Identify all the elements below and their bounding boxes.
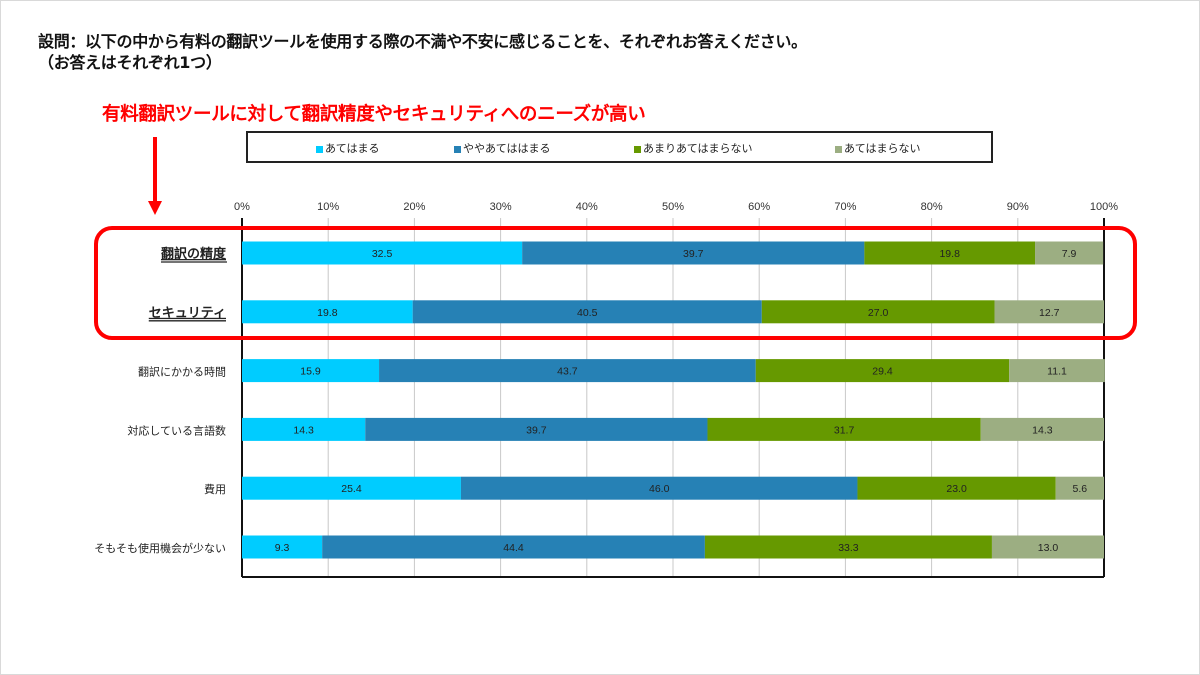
data-label: 13.0 <box>1038 542 1059 554</box>
x-tick-label: 40% <box>576 201 598 213</box>
x-tick-label: 30% <box>490 201 512 213</box>
data-label: 23.0 <box>946 483 967 495</box>
data-label: 11.1 <box>1047 366 1067 378</box>
data-label: 25.4 <box>341 483 362 495</box>
data-label: 9.3 <box>275 542 290 554</box>
bar-segment <box>1055 476 1104 500</box>
bar-segment <box>707 417 981 441</box>
data-label: 29.4 <box>872 366 893 378</box>
bar-segment <box>704 535 992 559</box>
legend-item-series-2: あまりあてはまらない <box>634 140 753 156</box>
x-tick-label: 0% <box>234 201 250 213</box>
x-tick-label: 90% <box>1007 201 1029 213</box>
bar-segment <box>991 535 1104 559</box>
data-label: 40.5 <box>577 307 598 319</box>
x-tick-label: 60% <box>748 201 770 213</box>
bar-segment <box>412 300 762 324</box>
data-label: 46.0 <box>649 483 670 495</box>
bar-segment <box>242 535 323 559</box>
bar-segment <box>1009 359 1105 383</box>
legend-label-2: あまりあてはまらない <box>643 142 753 155</box>
data-label: 32.5 <box>372 248 393 260</box>
legend-item-series-0: あてはまる <box>316 140 380 156</box>
x-tick-label: 100% <box>1090 201 1118 213</box>
data-label: 39.7 <box>683 248 704 260</box>
data-label: 12.7 <box>1039 307 1060 319</box>
bar-segment <box>994 300 1104 324</box>
data-label: 19.8 <box>939 248 960 260</box>
legend-swatch-0 <box>316 146 323 153</box>
bar-segment <box>857 476 1056 500</box>
x-tick-label: 20% <box>403 201 425 213</box>
data-label: 44.4 <box>503 542 524 554</box>
legend-label-0: あてはまる <box>325 142 380 155</box>
category-label: 費用 <box>204 482 226 496</box>
bar-segment <box>980 417 1104 441</box>
legend-swatch-1 <box>454 146 461 153</box>
question-line-2: （お答えはそれぞれ1つ） <box>38 53 222 72</box>
data-label: 5.6 <box>1073 483 1088 495</box>
data-label: 7.9 <box>1062 248 1077 260</box>
bar-segment <box>242 476 461 500</box>
x-tick-label: 80% <box>921 201 943 213</box>
bar-segment <box>242 300 413 324</box>
legend-swatch-2 <box>634 146 641 153</box>
data-label: 27.0 <box>868 307 889 319</box>
down-arrow-icon <box>148 137 162 215</box>
category-label: 対応している言語数 <box>127 423 226 437</box>
data-label: 14.3 <box>1032 424 1053 436</box>
question-text: 設問：以下の中から有料の翻訳ツールを使用する際の不満や不安に感じることを、それぞ… <box>38 31 807 73</box>
question-line-1: 設問：以下の中から有料の翻訳ツールを使用する際の不満や不安に感じることを、それぞ… <box>38 32 807 51</box>
bar-segment <box>242 359 380 383</box>
bar-segment <box>1035 241 1104 265</box>
legend-item-series-1: ややあてははまる <box>454 140 551 156</box>
data-label: 43.7 <box>557 366 578 378</box>
data-label: 14.3 <box>293 424 314 436</box>
bar-segment <box>755 359 1010 383</box>
bar-segment <box>242 241 523 265</box>
headline-callout: 有料翻訳ツールに対して翻訳精度やセキュリティへのニーズが高い <box>102 104 646 125</box>
x-tick-label: 70% <box>834 201 856 213</box>
bar-segment <box>761 300 995 324</box>
data-label: 15.9 <box>300 366 321 378</box>
category-label: セキュリティ <box>149 306 226 321</box>
category-label: 翻訳の精度 <box>161 246 227 262</box>
legend-label-3: あてはまらない <box>844 142 921 155</box>
data-label: 31.7 <box>834 424 855 436</box>
data-label: 19.8 <box>317 307 338 319</box>
bar-segment <box>365 417 708 441</box>
bar-segment <box>522 241 865 265</box>
category-label: そもそも使用機会が少ない <box>94 541 226 555</box>
data-label: 39.7 <box>526 424 547 436</box>
bar-segment <box>460 476 858 500</box>
x-tick-label: 10% <box>317 201 339 213</box>
bar-segment <box>322 535 705 559</box>
category-label: 翻訳にかかる時間 <box>138 365 226 379</box>
bar-segment <box>242 417 366 441</box>
legend-item-series-3: あてはまらない <box>835 140 921 156</box>
x-tick-label: 50% <box>662 201 684 213</box>
bar-segment <box>864 241 1036 265</box>
highlight-box <box>94 226 1137 340</box>
legend-swatch-3 <box>835 146 842 153</box>
chart-legend: あてはまる ややあてははまる あまりあてはまらない あてはまらない <box>246 131 993 163</box>
bar-segment <box>379 359 756 383</box>
data-label: 33.3 <box>838 542 859 554</box>
legend-label-1: ややあてははまる <box>463 142 551 155</box>
